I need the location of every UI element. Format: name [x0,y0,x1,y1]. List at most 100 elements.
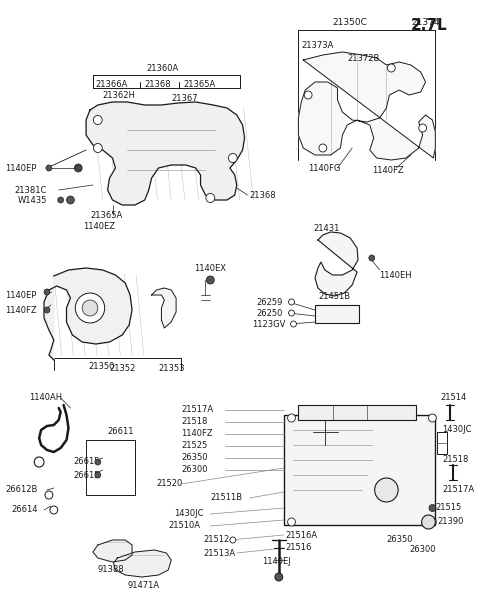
Text: 1140EH: 1140EH [380,271,412,279]
Text: 21362H: 21362H [103,90,135,100]
Text: 26300: 26300 [409,546,435,555]
Text: 21516A: 21516A [286,531,318,539]
Circle shape [44,307,50,313]
Text: 26250: 26250 [256,309,283,317]
Text: 1140EX: 1140EX [194,263,226,272]
Text: 1140EP: 1140EP [5,290,36,300]
Circle shape [429,414,436,422]
Circle shape [288,299,294,305]
Circle shape [429,504,436,512]
Text: 21514: 21514 [440,394,467,402]
Circle shape [228,154,237,162]
Circle shape [95,472,101,478]
Circle shape [82,300,98,316]
Text: 21512: 21512 [204,536,230,544]
Text: 1140AH: 1140AH [29,394,62,402]
Bar [284,415,435,525]
Text: 21381C: 21381C [15,186,47,194]
Text: 21517A: 21517A [181,405,213,415]
Text: 21518: 21518 [442,456,468,464]
Text: 26612B: 26612B [5,485,37,494]
Text: 21366A: 21366A [95,79,127,89]
Text: 26259: 26259 [256,298,283,306]
Circle shape [74,164,82,172]
Text: 21368: 21368 [145,79,171,89]
Text: 21365A: 21365A [183,79,215,89]
Text: 26300: 26300 [181,466,207,475]
Circle shape [369,255,375,261]
Circle shape [319,144,327,152]
Text: W1435: W1435 [18,196,47,205]
Text: 1123GV: 1123GV [252,320,286,328]
Circle shape [44,289,50,295]
Text: 91388: 91388 [98,566,124,574]
Text: 1140FZ: 1140FZ [5,306,36,314]
Circle shape [94,143,102,153]
Circle shape [419,124,427,132]
Text: 21520: 21520 [156,480,183,488]
Text: 21360A: 21360A [147,63,179,73]
Circle shape [206,276,214,284]
Text: 21350C: 21350C [333,17,368,26]
Circle shape [95,459,101,465]
Text: 26350: 26350 [181,453,207,462]
Polygon shape [152,288,176,328]
Circle shape [421,515,435,529]
Text: 21517A: 21517A [442,485,474,494]
Text: 1140FG: 1140FG [308,164,340,172]
Polygon shape [113,550,171,577]
Text: 21367: 21367 [171,93,198,103]
Circle shape [58,197,63,203]
Text: 21516: 21516 [286,544,312,552]
Text: 21451B: 21451B [318,292,350,301]
Polygon shape [299,52,435,160]
Bar [437,432,447,454]
Circle shape [75,293,105,323]
Text: 26615: 26615 [73,458,100,467]
Circle shape [375,478,398,502]
Text: 1140EJ: 1140EJ [262,558,291,566]
Text: 21365A: 21365A [90,210,122,220]
Text: 1140FZ: 1140FZ [181,429,213,438]
Text: 21352: 21352 [109,363,136,373]
Text: 21353: 21353 [158,363,185,373]
Text: 21515: 21515 [435,504,462,512]
Text: 1140FZ: 1140FZ [372,165,403,175]
Circle shape [288,414,296,422]
Text: 1430JC: 1430JC [442,426,472,435]
Text: 21368: 21368 [250,191,276,199]
Bar [86,440,135,495]
Text: 21510A: 21510A [168,522,200,531]
Text: 1430JC: 1430JC [174,509,204,518]
Bar [315,305,359,323]
Text: 21511B: 21511B [210,493,242,502]
Text: 91471A: 91471A [127,581,159,590]
Circle shape [34,457,44,467]
Text: 21513A: 21513A [204,549,236,558]
Circle shape [230,537,236,543]
Circle shape [275,573,283,581]
Text: 21390: 21390 [437,517,464,526]
Circle shape [94,116,102,124]
Polygon shape [86,102,245,205]
Text: 21374: 21374 [411,17,439,26]
Circle shape [290,321,297,327]
Circle shape [50,506,58,514]
Text: 26615: 26615 [73,470,100,480]
Text: 26350: 26350 [386,536,413,544]
Circle shape [288,310,294,316]
Circle shape [206,194,215,202]
Circle shape [387,64,395,72]
Text: 2.7L: 2.7L [411,18,447,33]
Bar [299,405,416,420]
Circle shape [67,196,74,204]
Text: 21525: 21525 [181,442,207,451]
Polygon shape [44,268,132,360]
Polygon shape [315,232,358,296]
Text: 1140EZ: 1140EZ [83,221,115,231]
Text: 21372B: 21372B [348,54,380,63]
Circle shape [429,518,436,526]
Text: 21431: 21431 [313,223,339,232]
Circle shape [288,518,296,526]
Text: 21350: 21350 [88,362,114,370]
